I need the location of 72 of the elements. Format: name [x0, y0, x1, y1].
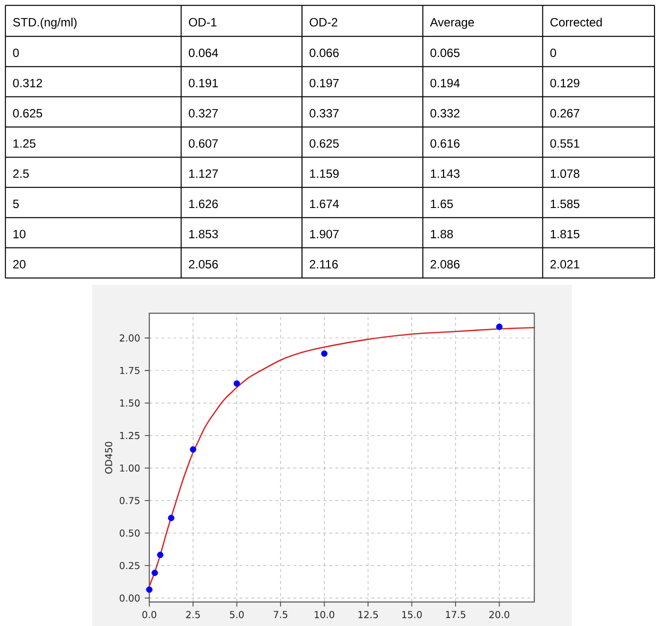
- data-label: 1.585: [550, 200, 580, 208]
- data-label: 1.907: [310, 230, 339, 238]
- y-tick-label: 2.5: [13, 169, 29, 178]
- data-label: 1.078: [550, 169, 580, 178]
- point: [234, 380, 240, 387]
- data-label: 0: [550, 48, 556, 58]
- y-tick-label: 2.00: [120, 334, 140, 342]
- data-label: 1.815: [550, 230, 580, 238]
- data-label: 0.267: [550, 109, 580, 118]
- y-tick-label: 1.25: [120, 432, 140, 440]
- y-tick-label: 20: [13, 260, 26, 268]
- data-label: 1.88: [430, 230, 453, 238]
- data-label: 1.127: [189, 169, 218, 178]
- data-label: 0.129: [550, 78, 580, 88]
- point: [321, 350, 328, 357]
- x-tick-label: Average: [430, 18, 474, 29]
- point: [152, 570, 158, 576]
- data-label: 2.116: [310, 260, 338, 268]
- data-label: 0.197: [310, 78, 339, 88]
- x-tick-label: 15.0: [402, 611, 422, 618]
- x-tick-label: 12.5: [358, 611, 378, 618]
- data-label: 0.327: [188, 109, 218, 118]
- y-axis-title: STD.(ng/ml): [13, 18, 77, 29]
- x-tick-label: 0.0: [142, 611, 156, 618]
- y-tick-label: 0.00: [120, 594, 140, 602]
- y-tick-label: 0.25: [120, 562, 140, 570]
- y-tick-label: 1.00: [120, 464, 140, 472]
- y-tick-label: 0.50: [120, 529, 140, 537]
- data-label: 2.056: [188, 260, 218, 268]
- x-tick-label: Corrected: [550, 18, 602, 26]
- data-label: 1.159: [310, 169, 339, 178]
- y-tick-label: 0.625: [13, 109, 42, 118]
- y-tick-label: 5: [13, 200, 19, 208]
- data-label: 0.064: [188, 48, 218, 58]
- point: [168, 514, 174, 522]
- data-label: 2.086: [430, 260, 460, 268]
- data-label: 2.021: [550, 260, 580, 268]
- x-tick-label: 2.5: [186, 611, 200, 618]
- data-label: 0.616: [430, 139, 460, 148]
- y-tick-label: 1.25: [14, 139, 36, 148]
- data-label: 1.626: [189, 200, 218, 208]
- data-label: 1.853: [189, 230, 218, 238]
- data-label: 0.551: [550, 139, 580, 148]
- x-tick-label: OD-1: [188, 18, 216, 26]
- data-label: 1.65: [430, 200, 453, 208]
- x-tick-label: 7.5: [274, 611, 288, 618]
- data-label: 0.191: [188, 78, 218, 88]
- y-tick-label: 10: [14, 230, 26, 238]
- y-axis-title: OD450: [105, 442, 112, 474]
- x-tick-label: 20.0: [489, 611, 510, 618]
- data-label: 0.625: [310, 139, 339, 148]
- x-tick-label: 5.0: [230, 611, 244, 618]
- data-label: 0.607: [188, 139, 218, 148]
- x-tick-label: 17.5: [446, 611, 466, 618]
- point: [146, 586, 153, 593]
- x-tick-label: OD-2: [310, 18, 338, 26]
- point: [157, 552, 164, 558]
- y-tick-label: 0.75: [120, 496, 140, 504]
- y-tick-label: 1.50: [120, 399, 140, 407]
- y-tick-label: 0.312: [13, 78, 42, 88]
- data-label: 0.194: [430, 78, 460, 88]
- point: [496, 324, 502, 330]
- data-label: 1.143: [430, 169, 460, 178]
- y-tick-label: 1.75: [120, 366, 140, 374]
- data-label: 0.066: [310, 48, 339, 58]
- data-label: 0.337: [310, 109, 339, 118]
- x-tick-label: 10.0: [314, 611, 334, 618]
- data-label: 1.674: [310, 200, 339, 208]
- data-label: 0.065: [430, 48, 460, 58]
- y-tick-label: 0: [13, 48, 19, 58]
- data-label: 0.332: [430, 109, 460, 118]
- point: [190, 446, 196, 453]
